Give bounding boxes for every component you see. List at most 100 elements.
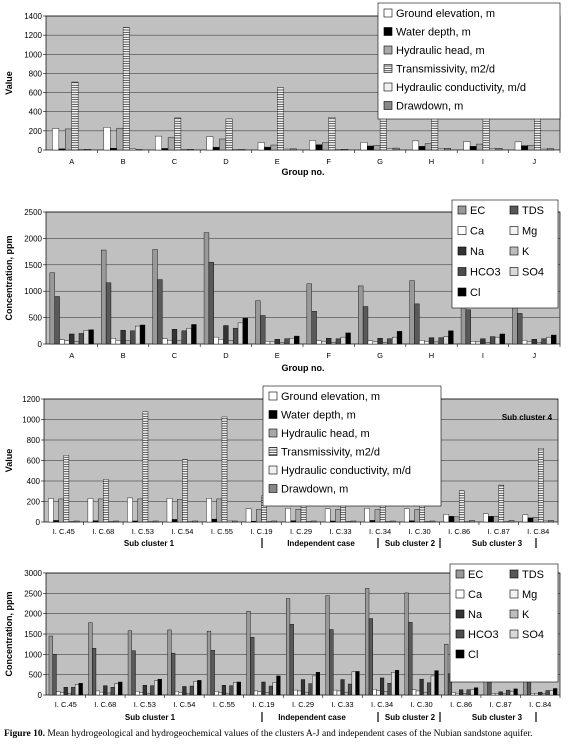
legend-label-so4: SO4 — [522, 267, 544, 279]
group-label-independent-case: Independent case — [287, 539, 355, 548]
bar-mg-i-c-53 — [139, 692, 144, 696]
bar-ec-i-c-54 — [167, 629, 172, 696]
bar-k-d — [228, 340, 234, 345]
bar-hco3-i-c-19 — [268, 685, 273, 696]
figure-caption-text: Mean hydrogeological and hydrogeochemica… — [45, 729, 533, 739]
x-tick-label: I. C.45 — [53, 527, 75, 536]
bar-na-i-c-34 — [380, 677, 385, 696]
bar-cl-i-c-68 — [118, 681, 123, 696]
bar-tds-f — [311, 311, 317, 345]
bar-na-i-c-86 — [459, 689, 464, 696]
bar-ca-i-c-54 — [174, 691, 179, 696]
bar-hydraulic-head-m-i-c-34 — [374, 509, 381, 523]
chart-chem-independent-svg: 0 500 1000 1500 2000 2500 3000 I. C.45 I. C.68 I.… — [4, 563, 561, 722]
figure-caption-label: Figure 10. — [4, 729, 45, 739]
bar-hydraulic-conductivity-m-d-i-c-45 — [68, 521, 75, 523]
bar-so4-i-c-84 — [549, 690, 554, 696]
legend-swatch-na — [457, 246, 467, 256]
bar-na-j — [531, 339, 537, 345]
bar-hco3-i-c-55 — [229, 685, 234, 696]
bar-transmissivity-m2-d-i-c-87 — [498, 484, 505, 523]
bar-k-i-c-34 — [383, 691, 388, 696]
bar-ground-elevation-m-j — [514, 141, 522, 151]
bar-transmissivity-m2-d-i-c-53 — [142, 411, 149, 523]
bar-k-i-c-19 — [265, 692, 270, 696]
legend-label-tds: TDS — [522, 569, 544, 581]
bar-tds-i-c-55 — [210, 650, 215, 696]
legend-swatch-ca — [455, 589, 465, 599]
bar-mg-d — [218, 339, 224, 345]
y-tick-label: 800 — [27, 436, 41, 445]
bar-hydraulic-conductivity-m-d-f — [334, 149, 342, 151]
bar-transmissivity-m2-d-a — [71, 81, 79, 151]
bar-ec-a — [49, 272, 55, 345]
bar-drawdown-m-i-c-86 — [469, 520, 475, 523]
bar-hco3-a — [78, 333, 85, 345]
bar-hydraulic-head-m-i-c-29 — [295, 508, 302, 523]
y-tick-label: 1200 — [22, 395, 40, 404]
legend-label-ground-elevation-m: Ground elevation, m — [281, 391, 380, 403]
bar-ground-elevation-m-c — [155, 135, 162, 151]
bar-so4-i-c-33 — [351, 671, 356, 696]
bar-hco3-i — [489, 336, 496, 345]
bar-hydraulic-conductivity-m-d-j — [540, 148, 548, 151]
bar-water-depth-m-i-c-34 — [369, 520, 376, 523]
x-tick-label: G — [377, 157, 383, 166]
x-tick-label: A — [69, 157, 74, 166]
bar-hco3-i-c-29 — [308, 683, 313, 696]
bar-cl-d — [242, 317, 248, 345]
legend-swatch-drawdown-m — [268, 484, 278, 493]
x-tick-label: C — [172, 157, 178, 166]
bar-drawdown-m-i-c-54 — [192, 520, 199, 523]
bar-so4-f — [340, 336, 346, 345]
bar-k-j — [536, 342, 542, 345]
bar-mg-f — [321, 341, 327, 345]
x-tick-label: I. C.34 — [369, 527, 391, 536]
bar-ground-elevation-m-i-c-55 — [206, 498, 212, 523]
bar-hco3-f — [335, 338, 342, 345]
bar-drawdown-m-j — [546, 148, 554, 151]
legend-swatch-water-depth-m — [383, 27, 393, 36]
bar-na-i-c-87 — [498, 691, 503, 696]
y-tick-label: 1000 — [24, 50, 42, 59]
legend-swatch-hco3 — [457, 267, 467, 276]
bar-drawdown-m-a — [84, 149, 92, 151]
bar-hydraulic-conductivity-m-d-g — [386, 148, 394, 151]
y-tick-label: 3000 — [24, 569, 42, 578]
x-tick-label: B — [121, 351, 126, 360]
y-tick-label: 2000 — [24, 234, 42, 243]
bar-ca-f — [316, 340, 322, 345]
y-axis-title: Concentration, ppm — [4, 236, 14, 321]
bar-transmissivity-m2-d-i-c-55 — [221, 416, 228, 523]
x-tick-label: B — [121, 157, 126, 166]
bar-tds-d — [208, 261, 214, 345]
y-tick-label: 500 — [29, 314, 43, 323]
x-tick-label: I. C.45 — [55, 700, 77, 709]
bar-drawdown-m-i-c-30 — [429, 520, 436, 523]
bar-hydraulic-head-m-a — [65, 128, 72, 151]
chart-chem-clusters-svg: 0 500 1000 1500 2000 2500 A B C D E F G H I J Concentrat… — [4, 199, 561, 373]
bar-ground-elevation-m-i — [463, 141, 471, 151]
y-axis-title: Concentration, ppm — [4, 592, 14, 677]
bar-cl-i-c-30 — [434, 670, 439, 696]
bar-mg-a — [64, 340, 70, 345]
bar-cl-i-c-45 — [78, 683, 83, 696]
bar-water-depth-m-i-c-19 — [250, 520, 257, 523]
bar-so4-i-c-45 — [74, 684, 80, 696]
x-tick-label: I — [482, 157, 484, 166]
x-tick-label: I. C.30 — [411, 700, 433, 709]
bar-water-depth-m-i-c-54 — [171, 519, 178, 523]
bar-drawdown-m-i-c-29 — [311, 520, 317, 523]
bar-drawdown-m-g — [392, 147, 400, 151]
bar-k-i-c-68 — [106, 692, 112, 696]
legend-label-ground-elevation-m: Ground elevation, m — [396, 8, 495, 20]
bar-ground-elevation-m-g — [360, 142, 368, 151]
bar-ec-i-c-19 — [246, 611, 251, 696]
group-label-independent-case: Independent case — [278, 713, 346, 722]
bar-water-depth-m-i — [469, 146, 477, 151]
bar-mg-i-c-86 — [455, 693, 460, 696]
bar-k-i-c-54 — [186, 693, 191, 696]
bar-hco3-i-c-34 — [387, 683, 392, 696]
bar-cl-b — [139, 324, 146, 345]
bar-hydraulic-conductivity-m-d-c — [180, 149, 188, 151]
